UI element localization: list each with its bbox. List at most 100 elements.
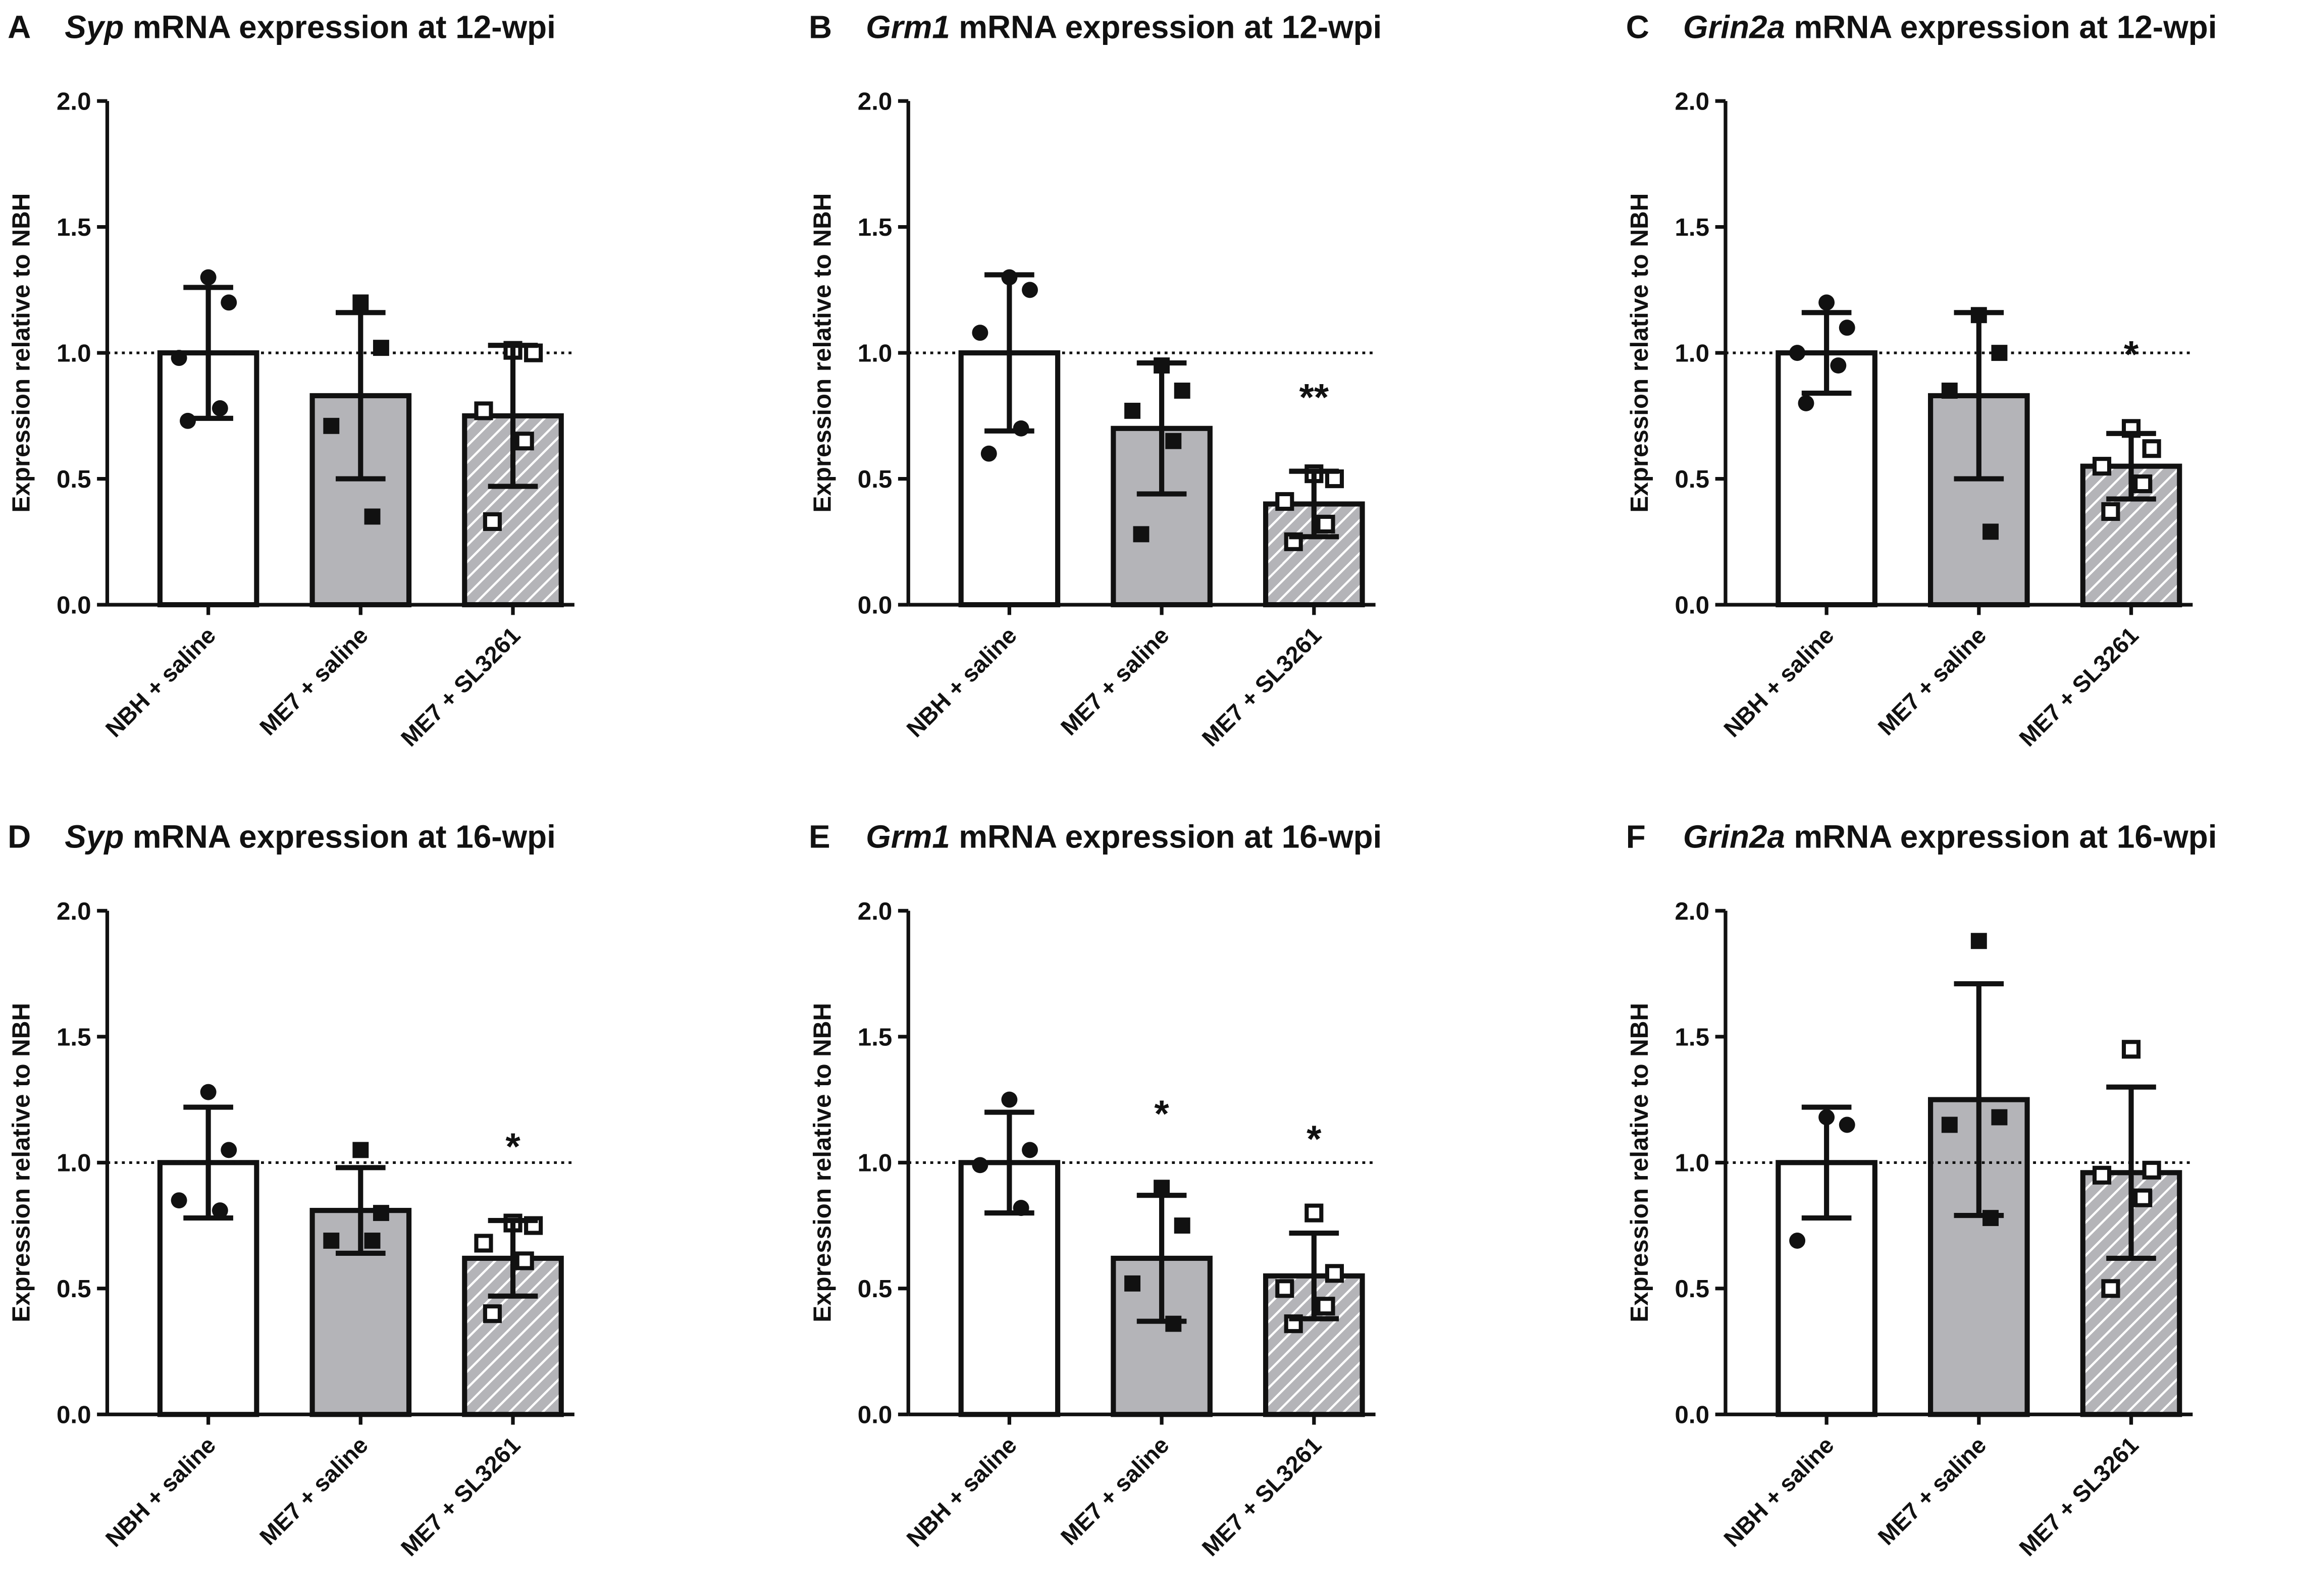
error-bar (1289, 1230, 1339, 1321)
y-axis-label: Expression relative to NBH (809, 193, 837, 513)
error-bar (1801, 310, 1852, 396)
y-tick-label: 1.5 (858, 214, 893, 241)
data-point (200, 1084, 217, 1100)
panel: B Grm1 mRNA expression at 12-wpi Expression… (809, 9, 1382, 751)
data-point (352, 294, 369, 311)
data-point (483, 512, 502, 531)
chart-title: Grm1 mRNA expression at 12-wpi (866, 9, 1382, 45)
panel-letter: E (809, 819, 830, 855)
error-bar (1801, 1104, 1852, 1221)
panel: C Grin2a mRNA expression at 12-wpi Expressi… (1626, 9, 2217, 751)
data-point (1124, 402, 1141, 419)
x-tick-label: NBH + saline (902, 1431, 1022, 1552)
error-bar (335, 1165, 386, 1256)
chart-title: Grm1 mRNA expression at 16-wpi (866, 819, 1382, 855)
y-axis-label: Expression relative to NBH (1626, 193, 1653, 513)
data-point (1839, 320, 1855, 336)
data-point (221, 1142, 237, 1158)
x-tick-label: NBH + saline (100, 622, 221, 742)
y-tick-label: 2.0 (1675, 88, 1710, 116)
x-tick-label: NBH + saline (1718, 1431, 1839, 1552)
data-point (323, 1233, 340, 1249)
error-bar (488, 343, 538, 489)
y-tick-label: 1.0 (858, 1149, 893, 1177)
data-point (1316, 1297, 1335, 1316)
y-axis-label: Expression relative to NBH (8, 1003, 35, 1322)
data-point (972, 1157, 988, 1174)
data-point (2133, 1188, 2153, 1207)
significance-label: * (2124, 333, 2139, 376)
y-tick-label: 0.0 (57, 1401, 91, 1429)
y-tick-label: 0.5 (57, 465, 91, 493)
y-tick-label: 2.0 (858, 897, 893, 925)
title-text: mRNA expression at 16-wpi (959, 819, 1382, 855)
data-point (1275, 492, 1294, 511)
x-tick-label: ME7 + saline (254, 622, 373, 740)
gene-name: Grm1 (866, 9, 950, 45)
y-tick-label: 0.5 (858, 465, 893, 493)
y-tick-label: 2.0 (1675, 897, 1710, 925)
panel-letter: B (809, 9, 832, 45)
data-point (1789, 1233, 1806, 1249)
data-point (1174, 1217, 1190, 1234)
error-bar (1136, 1193, 1187, 1324)
error-bar (1136, 360, 1187, 497)
x-tick-label: ME7 + SL3261 (396, 1431, 526, 1561)
title-text: mRNA expression at 16-wpi (133, 819, 556, 855)
panel: D Syp mRNA expression at 16-wpi Expression … (8, 819, 575, 1561)
title-text: mRNA expression at 12-wpi (959, 9, 1382, 45)
x-tick-label: ME7 + SL3261 (1197, 622, 1327, 752)
data-point (171, 350, 187, 366)
y-axis-label: Expression relative to NBH (8, 193, 35, 513)
data-point (1991, 1109, 2008, 1126)
x-tick-label: ME7 + saline (1056, 1431, 1174, 1550)
panel: E Grm1 mRNA expression at 16-wpi Expression… (809, 819, 1382, 1561)
data-point (2092, 1165, 2112, 1185)
y-tick-label: 1.0 (858, 340, 893, 367)
data-point (515, 432, 534, 451)
data-point (364, 1233, 381, 1249)
y-tick-label: 0.5 (1675, 1275, 1710, 1303)
title-text: mRNA expression at 12-wpi (133, 9, 556, 45)
title-text: mRNA expression at 16-wpi (1794, 819, 2217, 855)
y-tick-label: 1.5 (57, 214, 91, 241)
significance-label: * (505, 1125, 520, 1167)
x-tick-label: NBH + saline (1718, 622, 1839, 742)
y-tick-label: 0.5 (858, 1275, 893, 1303)
y-tick-label: 1.0 (1675, 340, 1710, 367)
chart-title: Grin2a mRNA expression at 16-wpi (1683, 819, 2217, 855)
data-point (1022, 1142, 1038, 1158)
data-point (1830, 357, 1847, 374)
error-bar (1954, 310, 2004, 482)
x-tick-label: ME7 + saline (1873, 1431, 1992, 1550)
data-point (212, 400, 228, 416)
data-point (1970, 933, 1987, 949)
data-point (1275, 1279, 1294, 1298)
data-point (1325, 1264, 1344, 1283)
significance-label: * (1307, 1118, 1322, 1160)
data-point (352, 1142, 369, 1158)
x-tick-label: ME7 + saline (1056, 622, 1174, 740)
data-point (2133, 474, 2153, 494)
data-point (1165, 433, 1182, 449)
data-point (1798, 395, 1814, 411)
y-tick-label: 0.0 (858, 591, 893, 619)
y-axis-label: Expression relative to NBH (809, 1003, 837, 1322)
data-point (515, 1251, 534, 1270)
gene-name: Syp (65, 9, 124, 45)
data-point (212, 1202, 228, 1219)
panel-letter: F (1626, 819, 1646, 855)
data-point (980, 445, 997, 462)
data-point (2092, 457, 2112, 476)
panel-letter: D (8, 819, 31, 855)
data-point (373, 1205, 389, 1221)
y-tick-label: 0.0 (1675, 591, 1710, 619)
y-tick-label: 1.5 (858, 1023, 893, 1051)
y-tick-label: 2.0 (858, 88, 893, 116)
y-tick-label: 1.0 (57, 340, 91, 367)
y-tick-label: 1.0 (1675, 1149, 1710, 1177)
y-tick-label: 1.0 (57, 1149, 91, 1177)
y-axis-label: Expression relative to NBH (1626, 1003, 1653, 1322)
data-point (2101, 502, 2120, 521)
error-bar (984, 272, 1034, 434)
